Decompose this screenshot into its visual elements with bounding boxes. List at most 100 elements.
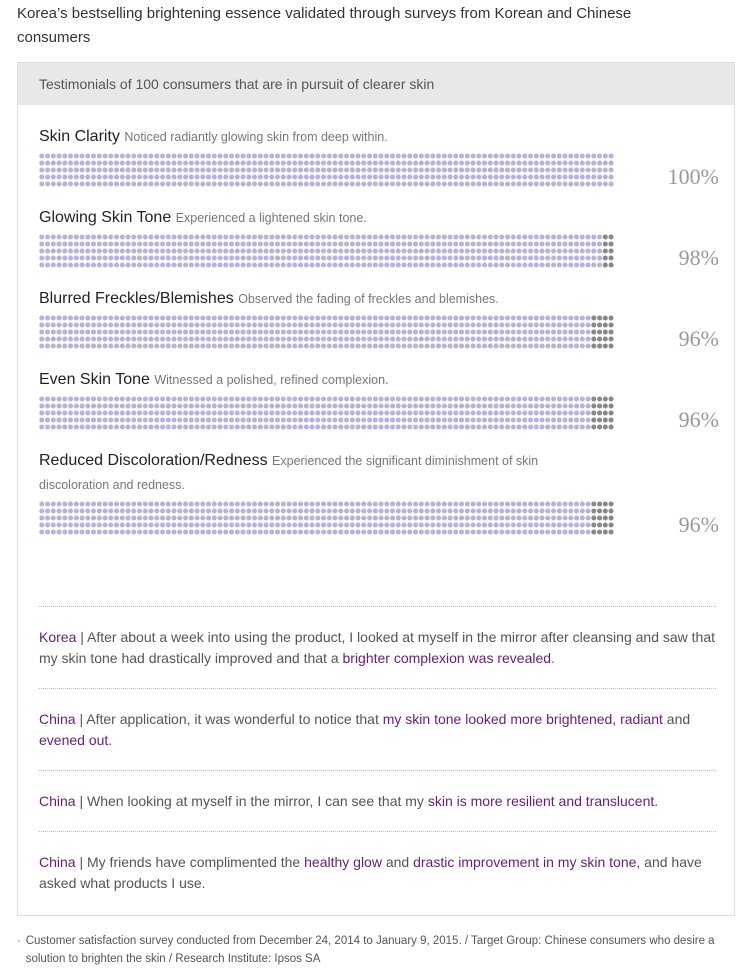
dot-filled [252, 343, 258, 349]
dot-filled [493, 315, 499, 321]
dot-filled [142, 255, 148, 261]
dot-filled [252, 508, 258, 514]
dot-filled [441, 501, 447, 507]
dot-filled [585, 248, 591, 254]
dot-filled [568, 501, 574, 507]
dot-filled [211, 508, 217, 514]
dot-filled [470, 255, 476, 261]
dot-filled [137, 181, 143, 187]
dot-filled [73, 336, 79, 342]
dot-filled [96, 529, 102, 535]
dot-filled [252, 248, 258, 254]
dot-filled [608, 181, 614, 187]
dot-filled [413, 403, 419, 409]
dot-filled [257, 181, 263, 187]
percent-label: 100% [667, 164, 719, 189]
dot-filled [206, 153, 212, 159]
dot-filled [585, 181, 591, 187]
dot-filled [505, 424, 511, 430]
dot-filled [257, 522, 263, 528]
dot-filled [372, 174, 378, 180]
dot-filled [131, 174, 137, 180]
dot-filled [556, 255, 562, 261]
dot-filled [114, 501, 120, 507]
dot-filled [223, 336, 229, 342]
dot-filled [229, 153, 235, 159]
dot-filled [321, 174, 327, 180]
dot-filled [493, 417, 499, 423]
dot-filled [91, 522, 97, 528]
dot-filled [263, 403, 269, 409]
dot-filled [326, 248, 332, 254]
dot-filled [298, 174, 304, 180]
dot-filled [505, 153, 511, 159]
dot-filled [62, 403, 68, 409]
dot-filled [269, 410, 275, 416]
dot-filled [160, 417, 166, 423]
dot-empty [591, 336, 597, 342]
dot-filled [579, 424, 585, 430]
dot-filled [142, 396, 148, 402]
dot-filled [125, 343, 131, 349]
dot-filled [275, 403, 281, 409]
dot-filled [326, 160, 332, 166]
dot-filled [286, 336, 292, 342]
dot-filled [413, 522, 419, 528]
dot-filled [407, 174, 413, 180]
dot-filled [223, 262, 229, 268]
dot-filled [108, 329, 114, 335]
dot-filled [298, 248, 304, 254]
dot-filled [56, 403, 62, 409]
dot-filled [223, 508, 229, 514]
dot-filled [229, 343, 235, 349]
dot-filled [102, 241, 108, 247]
dot-filled [413, 262, 419, 268]
dot-filled [142, 174, 148, 180]
dot-filled [579, 336, 585, 342]
dot-filled [407, 322, 413, 328]
dot-filled [148, 403, 154, 409]
dot-filled [223, 241, 229, 247]
dot-filled [217, 396, 223, 402]
dot-filled [579, 410, 585, 416]
dot-filled [165, 424, 171, 430]
dot-filled [332, 262, 338, 268]
dot-filled [332, 515, 338, 521]
dot-filled [108, 403, 114, 409]
dot-filled [355, 403, 361, 409]
dot-filled [499, 501, 505, 507]
dot-filled [326, 424, 332, 430]
dot-filled [217, 424, 223, 430]
dot-filled [298, 336, 304, 342]
dot-filled [579, 262, 585, 268]
dot-filled [551, 508, 557, 514]
dot-filled [108, 174, 114, 180]
dot-filled [516, 255, 522, 261]
dot-filled [338, 329, 344, 335]
dot-filled [533, 424, 539, 430]
dot-filled [148, 501, 154, 507]
item-label: Reduced Discoloration/Redness [39, 452, 268, 469]
dot-filled [114, 167, 120, 173]
dot-filled [85, 529, 91, 535]
dot-filled [430, 262, 436, 268]
dot-filled [384, 315, 390, 321]
dot-empty [602, 248, 608, 254]
dot-filled [223, 160, 229, 166]
dot-filled [476, 255, 482, 261]
dot-filled [137, 501, 143, 507]
dot-filled [315, 329, 321, 335]
dot-filled [407, 522, 413, 528]
dot-filled [516, 241, 522, 247]
dot-filled [349, 336, 355, 342]
dot-filled [413, 241, 419, 247]
dot-filled [102, 153, 108, 159]
dot-filled [597, 181, 603, 187]
dot-filled [148, 167, 154, 173]
dot-filled [562, 424, 568, 430]
dot-filled [378, 403, 384, 409]
highlight: drastic improvement in my skin tone [413, 854, 637, 870]
dot-filled [177, 343, 183, 349]
dot-filled [137, 255, 143, 261]
dot-filled [453, 501, 459, 507]
